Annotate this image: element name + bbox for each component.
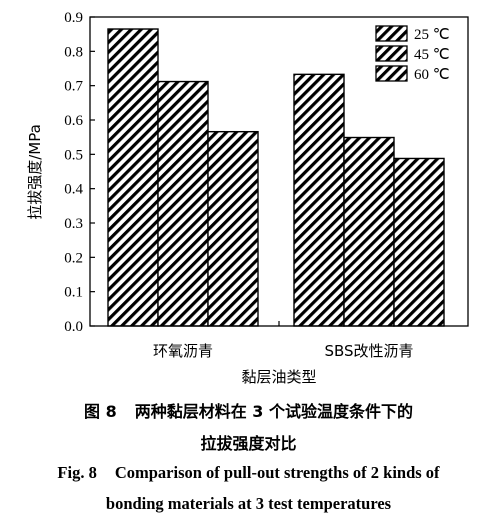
y-axis-title: 拉拔强度/MPa [26, 124, 44, 220]
caption-en-label: Fig. 8 [57, 463, 97, 482]
caption-en-text: Comparison of pull-out strengths of 2 ki… [114, 463, 440, 482]
y-tick-label: 0.6 [64, 113, 83, 129]
y-tick-label: 0.5 [64, 147, 83, 163]
y-tick-label: 0.1 [64, 285, 83, 301]
caption-en-line2: bonding materials at 3 test temperatures [105, 494, 392, 513]
bar-1-series-3 [207, 130, 259, 327]
legend-label-3: 60 ℃ [414, 67, 450, 83]
y-tick-label: 0.9 [64, 10, 83, 26]
bar-1-series-2 [157, 80, 209, 327]
bar-2-series-3 [393, 157, 445, 327]
legend-swatch-3 [375, 65, 408, 82]
y-tick-label: 0.4 [64, 182, 83, 198]
x-tick-label: 环氧沥青 [153, 342, 213, 360]
caption-en-line1: Fig. 8 Comparison of pull-out strengths o… [0, 463, 497, 483]
x-tick-label: SBS改性沥青 [324, 342, 413, 360]
y-tick-label: 0.7 [64, 79, 83, 95]
bar-1-series-1 [107, 28, 159, 327]
x-axis-title: 黏层油类型 [241, 368, 316, 386]
bar-chart: 0.0 0.1 0.2 0.3 0.4 0.5 0.6 0.7 0.8 0.9 环氧沥青 SBS改性沥… [26, 10, 469, 386]
y-tick-label: 0.8 [64, 44, 83, 60]
legend-swatch-2 [375, 45, 408, 62]
y-tick-label: 0.3 [64, 216, 83, 232]
legend-label-2: 45 ℃ [414, 47, 450, 63]
bar-2-series-2 [343, 136, 395, 327]
legend-label-1: 25 ℃ [414, 27, 450, 43]
caption-zh-line1: 图 8 两种黏层材料在 3 个试验温度条件下的 [0, 398, 497, 422]
caption-zh-label: 图 8 [84, 402, 117, 421]
y-tick-label: 0.0 [64, 319, 83, 335]
bar-2-series-1 [293, 73, 345, 327]
caption-zh-line2: 拉拔强度对比 [200, 434, 297, 453]
y-tick-label: 0.2 [64, 250, 83, 266]
legend-swatch-1 [375, 25, 408, 42]
caption-zh-text: 两种黏层材料在 3 个试验温度条件下的 [134, 402, 413, 421]
